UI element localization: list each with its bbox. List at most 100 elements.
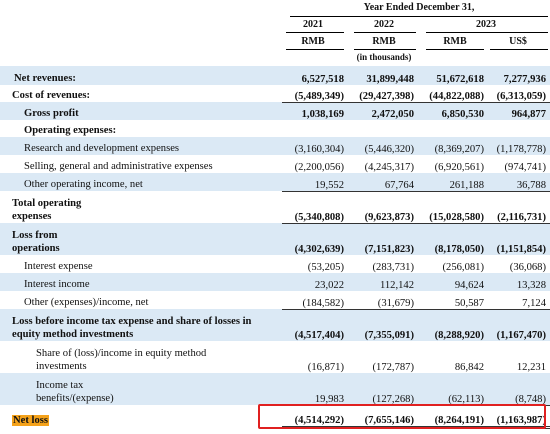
row-label: Interest income — [0, 273, 282, 291]
net-loss-highlight-box — [258, 404, 546, 429]
cell-value: 19,983 — [282, 373, 348, 406]
cur-rule-2 — [354, 49, 416, 50]
cell-value: 6,527,518 — [282, 66, 348, 85]
row-label: Income tax benefits/(expense) — [0, 373, 282, 405]
row-label: Gross profit — [0, 102, 282, 120]
cell-value: (2,116,731) — [488, 191, 550, 224]
table-row: Operating expenses: — [0, 120, 550, 137]
net-loss-row-label: Net loss — [0, 405, 282, 427]
year-rule-2021 — [286, 32, 344, 33]
table-row: Income tax benefits/(expense) 19,983 (12… — [0, 373, 550, 406]
unit-note: (in thousands) — [356, 52, 412, 62]
table-row: Interest expense (53,205) (283,731) (256… — [0, 255, 550, 273]
cell-value — [348, 120, 418, 137]
row-label: Cost of revenues: — [0, 85, 282, 102]
cell-value: (974,741) — [488, 155, 550, 173]
cell-value: 7,277,936 — [488, 66, 550, 85]
table-row: Share of (loss)/income in equity method … — [0, 341, 550, 373]
row-label: Loss from operations — [0, 223, 282, 255]
row-label: Selling, general and administrative expe… — [0, 155, 282, 173]
cell-value — [418, 120, 488, 137]
cell-value: 6,850,530 — [418, 102, 488, 120]
row-label: Operating expenses: — [0, 120, 282, 137]
cell-value: (8,178,050) — [418, 223, 488, 255]
cell-value: (5,489,349) — [282, 85, 348, 103]
cell-value: 7,124 — [488, 291, 550, 310]
cell-value: 51,672,618 — [418, 66, 488, 85]
cell-value: (3,160,304) — [282, 137, 348, 155]
currency-2023-rmb: RMB — [443, 36, 467, 47]
cell-value: (4,302,639) — [282, 223, 348, 255]
table-row: Loss from operations (4,302,639) (7,151,… — [0, 223, 550, 255]
cur-rule-3 — [426, 49, 484, 50]
cell-value — [488, 120, 550, 137]
net-loss-label: Net loss — [12, 415, 50, 426]
cell-value: (6,920,561) — [418, 155, 488, 173]
cell-value: (7,655,146) — [348, 405, 418, 429]
year-rule-2022 — [354, 32, 416, 33]
cell-value: (2,200,056) — [282, 155, 348, 173]
currency-2022: RMB — [372, 36, 396, 47]
cell-value: 23,022 — [282, 273, 348, 291]
cell-value: (8,369,207) — [418, 137, 488, 155]
table-row: Cost of revenues: (5,489,349) (29,427,39… — [0, 85, 550, 103]
table-row: Interest income 23,022 112,142 94,624 13… — [0, 273, 550, 291]
table-row: Net loss (4,514,292) (7,655,146) (8,264,… — [0, 405, 550, 429]
table-row: Total operating expenses (5,340,808) (9,… — [0, 191, 550, 224]
row-label: Loss before income tax expense and share… — [0, 309, 282, 341]
cell-value: (5,446,320) — [348, 137, 418, 155]
income-statement-table: Net revenues: 6,527,518 31,899,448 51,67… — [0, 66, 550, 429]
cell-value: 36,788 — [488, 173, 550, 192]
cell-value: (29,427,398) — [348, 85, 418, 103]
cell-value: (31,679) — [348, 291, 418, 310]
cell-value: 31,899,448 — [348, 66, 418, 85]
cur-rule-4 — [490, 49, 548, 50]
cell-value: 112,142 — [348, 273, 418, 291]
table-row: Loss before income tax expense and share… — [0, 309, 550, 341]
cell-value: (6,313,059) — [488, 85, 550, 103]
year-2022: 2022 — [374, 19, 394, 30]
cell-value: (8,264,191) — [418, 405, 488, 429]
table-row: Gross profit 1,038,169 2,472,050 6,850,5… — [0, 102, 550, 120]
cell-value: (7,355,091) — [348, 309, 418, 341]
cell-value: 50,587 — [418, 291, 488, 310]
cell-value: 19,552 — [282, 173, 348, 192]
cell-value: (256,081) — [418, 255, 488, 273]
cell-value: (4,514,292) — [282, 405, 348, 429]
cell-value: (8,288,920) — [418, 309, 488, 341]
table-row: Other operating income, net 19,552 67,76… — [0, 173, 550, 192]
cell-value: (1,178,778) — [488, 137, 550, 155]
cell-value: (1,167,470) — [488, 309, 550, 341]
cell-value: (44,822,088) — [418, 85, 488, 103]
cell-value: 86,842 — [418, 341, 488, 373]
currency-2021: RMB — [301, 36, 325, 47]
cell-value: (1,163,987) — [488, 405, 550, 429]
cell-value: (7,151,823) — [348, 223, 418, 255]
cell-value: (15,028,580) — [418, 191, 488, 224]
table-row: Net revenues: 6,527,518 31,899,448 51,67… — [0, 66, 550, 85]
table-row: Research and development expenses (3,160… — [0, 137, 550, 155]
year-2021: 2021 — [303, 19, 323, 30]
header-rule — [290, 16, 548, 17]
cell-value: (16,871) — [282, 341, 348, 373]
cell-value: (283,731) — [348, 255, 418, 273]
cell-value: (9,623,873) — [348, 191, 418, 224]
cell-value: 261,188 — [418, 173, 488, 192]
cell-value: 13,328 — [488, 273, 550, 291]
currency-2023-usd: US$ — [509, 36, 527, 47]
cell-value: (62,113) — [418, 373, 488, 406]
cell-value: (127,268) — [348, 373, 418, 406]
row-label: Interest expense — [0, 255, 282, 273]
table-row: Other (expenses)/income, net (184,582) (… — [0, 291, 550, 310]
cell-value: (4,245,317) — [348, 155, 418, 173]
row-label: Share of (loss)/income in equity method … — [0, 341, 282, 373]
cell-value — [282, 120, 348, 137]
year-2023: 2023 — [476, 19, 496, 30]
cell-value: 964,877 — [488, 102, 550, 120]
row-label: Total operating expenses — [0, 191, 282, 223]
table-row: Selling, general and administrative expe… — [0, 155, 550, 173]
cell-value: (36,068) — [488, 255, 550, 273]
cell-value: 12,231 — [488, 341, 550, 373]
cell-value: (4,517,404) — [282, 309, 348, 341]
